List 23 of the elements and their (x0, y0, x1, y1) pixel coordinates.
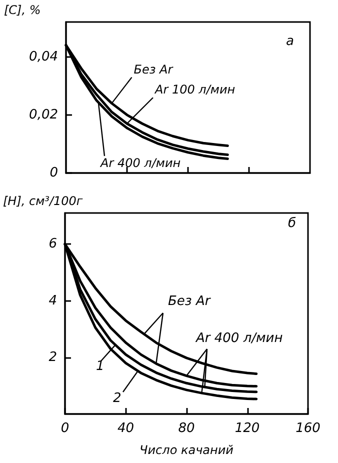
annotation: Ar 400 л/мин (195, 331, 284, 346)
series-label: Ar 400 л/мин (100, 156, 181, 170)
x-tick-label: 0 (60, 421, 70, 436)
y-tick-label: 0,02 (29, 107, 58, 122)
y-tick-label: 0 (50, 166, 58, 180)
annotation: б (288, 216, 296, 231)
y-tick-label: 4 (48, 293, 57, 308)
legend-label: Ar 100 л/мин (154, 82, 236, 97)
y-axis-title: [H], см³/100г (3, 194, 84, 208)
annotation: а (286, 34, 294, 49)
x-tick-label: 80 (178, 421, 195, 436)
annotation: 2 (113, 391, 122, 406)
y-axis-title: [C], % (4, 3, 41, 17)
y-tick-label: 6 (48, 236, 57, 252)
y-tick-label: 0,04 (29, 49, 58, 64)
annotation: Без Ar (168, 294, 212, 309)
x-tick-label: 120 (234, 421, 260, 436)
x-axis-title: Число качаний (140, 443, 234, 457)
x-tick-label: 160 (296, 421, 320, 436)
y-tick-label: 2 (48, 350, 57, 365)
text: Без Ar (134, 62, 174, 76)
annotation: 1 (96, 359, 104, 374)
x-tick-label: 40 (117, 421, 134, 436)
